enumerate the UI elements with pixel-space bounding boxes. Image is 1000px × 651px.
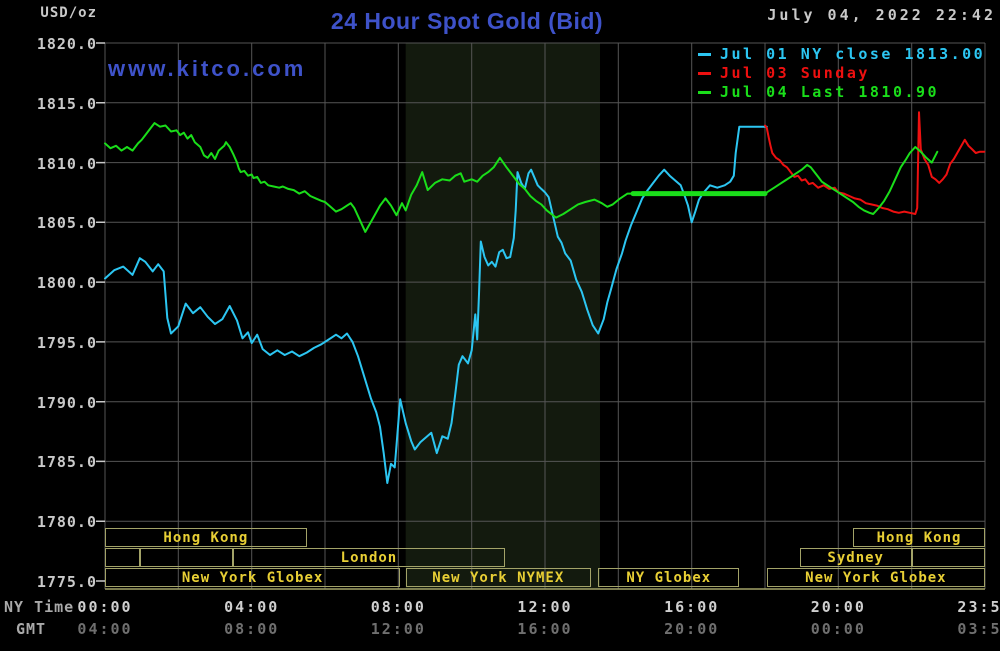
kitco-watermark: www.kitco.com (108, 56, 307, 81)
session-box-hong-kong: Hong Kong (105, 528, 307, 547)
x-tick-ny-time: 08:00 (370, 598, 426, 616)
legend-label: Jul 01 NY close 1813.00 (720, 45, 986, 63)
legend-item-jul-04-last-1810-90: Jul 04 Last 1810.90 (698, 84, 939, 100)
y-axis-tick-marks (96, 42, 105, 582)
y-tick-label: 1820.0 (36, 35, 97, 53)
y-tick-label: 1805.0 (36, 214, 97, 233)
session-label: New York NYMEX (432, 569, 565, 586)
y-tick-label: 1775.0 (36, 573, 97, 591)
x-tick-ny-time: 20:00 (810, 598, 866, 616)
x-tick-gmt: 20:00 (664, 620, 720, 638)
x-tick-ny-time: 16:00 (664, 598, 720, 616)
x-tick-gmt: 16:00 (517, 620, 573, 638)
session-box-hong-kong: Hong Kong (853, 528, 985, 547)
x-tick-gmt: 12:00 (370, 620, 426, 638)
y-tick-label: 1780.0 (36, 513, 97, 532)
session-box-london: London (233, 548, 505, 567)
nymex-session-band (405, 43, 600, 589)
y-tick-label: 1800.0 (36, 274, 97, 293)
chart-datetime: July 04, 2022 22:42 (767, 6, 996, 24)
legend-swatch-icon (698, 91, 711, 94)
x-tick-gmt: 04:00 (77, 620, 133, 638)
session-box-unlabeled (139, 548, 234, 567)
session-label: Hong Kong (876, 529, 962, 546)
x-tick-gmt: 08:00 (224, 620, 280, 638)
x-tick-ny-time: 00:00 (77, 598, 133, 616)
y-tick-label: 1810.0 (36, 154, 97, 173)
legend-swatch-icon (698, 72, 711, 75)
grid-lines (104, 42, 986, 589)
series-line-jul-03-sunday (764, 111, 986, 215)
x-tick-ny-time: 23:59 (957, 598, 1000, 616)
y-axis-unit-label: USD/oz (40, 5, 97, 21)
y-tick-label: 1790.0 (36, 393, 97, 412)
x-tick-gmt: 03:59 (957, 620, 1000, 638)
session-box-new-york-globex: New York Globex (766, 568, 985, 587)
x-tick-gmt: 00:00 (810, 620, 866, 638)
session-box-new-york-globex: New York Globex (105, 568, 401, 587)
session-label: New York Globex (805, 569, 947, 586)
x-tick-ny-time: 04:00 (224, 598, 280, 616)
session-label: Hong Kong (163, 529, 249, 546)
legend-item-jul-03-sunday: Jul 03 Sunday (698, 65, 870, 81)
series-line-jul-01-ny-close-1813-00 (104, 125, 768, 484)
session-label: London (340, 549, 398, 566)
ny-time-axis-label: NY Time (4, 598, 75, 616)
chart-title: 24 Hour Spot Gold (Bid) (330, 8, 604, 34)
session-label: Sydney (827, 549, 884, 566)
session-box-unlabeled (911, 548, 985, 567)
x-tick-ny-time: 12:00 (517, 598, 573, 616)
session-label: NY Globex (626, 569, 712, 586)
session-box-ny-globex: NY Globex (598, 568, 740, 587)
session-box-sydney: Sydney (799, 548, 912, 567)
gmt-axis-label: GMT (16, 620, 47, 638)
legend-item-jul-01-ny-close-1813-00: Jul 01 NY close 1813.00 (698, 46, 985, 62)
y-tick-label: 1785.0 (36, 453, 97, 472)
session-box-new-york-nymex: New York NYMEX (405, 568, 591, 587)
legend-swatch-icon (698, 53, 711, 56)
legend-label: Jul 04 Last 1810.90 (720, 83, 940, 101)
session-box-unlabeled (105, 548, 140, 567)
y-tick-label: 1815.0 (36, 94, 97, 113)
session-label: New York Globex (181, 569, 324, 586)
legend-label: Jul 03 Sunday (720, 64, 870, 82)
y-tick-label: 1795.0 (36, 333, 97, 352)
series-line-jul-04-last-1810-90 (104, 122, 939, 233)
